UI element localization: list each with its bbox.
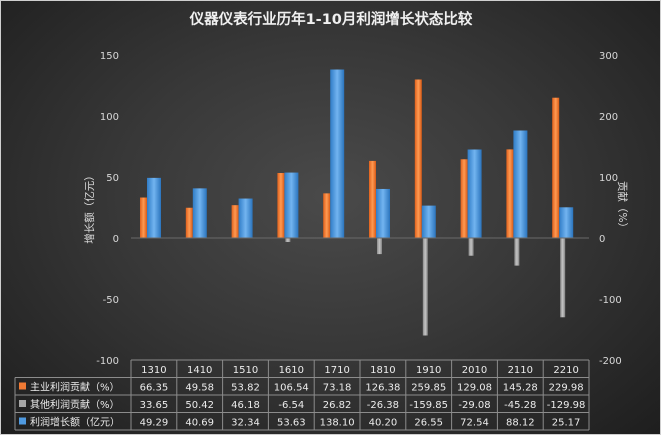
right-axis-ticks: -200 -100 0 100 200 300 [599, 51, 622, 367]
bar-main-profit [140, 197, 147, 238]
bar-profit-growth [330, 69, 345, 238]
table-value-cell: 32.34 [231, 418, 260, 429]
right-tick-label: 100 [599, 173, 618, 184]
table-header-cell: 1910 [416, 365, 441, 376]
bar-other-profit [468, 238, 474, 256]
right-tick-label: -200 [599, 356, 622, 367]
table-value-cell: -159.85 [409, 400, 448, 411]
table-header-cell: 2210 [553, 365, 578, 376]
legend-swatch [19, 417, 26, 425]
table-value-cell: 73.18 [323, 383, 352, 394]
table-value-cell: 49.29 [140, 418, 169, 429]
bar-profit-growth [192, 188, 207, 238]
table-header-cell: 1710 [324, 365, 349, 376]
table-value-cell: 106.54 [274, 383, 309, 394]
bar-profit-growth [284, 172, 299, 238]
chart-title: 仪器仪表行业历年1-10月利润增长状态比较 [189, 10, 473, 28]
table-value-cell: 40.69 [185, 418, 214, 429]
table-value-cell: 129.08 [457, 383, 492, 394]
table-value-cell: 229.98 [549, 383, 584, 394]
bar-profit-growth [559, 207, 574, 238]
legend-label: 主业利润贡献（%） [30, 381, 120, 394]
table-value-cell: 138.10 [320, 418, 355, 429]
bars [131, 69, 589, 336]
left-tick-label: 0 [113, 234, 119, 245]
table-value-cell: 53.82 [231, 383, 260, 394]
left-tick-label: 100 [100, 112, 119, 123]
table-header-cell: 1510 [233, 365, 258, 376]
table-value-cell: -26.38 [367, 400, 399, 411]
table-value-cell: 53.63 [277, 418, 306, 429]
left-tick-label: -100 [96, 356, 119, 367]
bar-profit-growth [147, 177, 161, 238]
bar-profit-growth [513, 130, 528, 238]
left-axis-ticks: -100 -50 0 50 100 150 [96, 51, 119, 367]
table-value-cell: 49.58 [185, 383, 214, 394]
bar-other-profit [514, 238, 520, 266]
table-header-cell: 1310 [141, 365, 166, 376]
bar-profit-growth [376, 188, 390, 238]
table-header-cell: 2110 [508, 365, 533, 376]
bar-main-profit [277, 173, 285, 238]
bar-other-profit [422, 238, 428, 336]
bar-main-profit [323, 193, 331, 238]
legend-swatch [19, 400, 26, 407]
bar-main-profit [552, 97, 560, 239]
bar-other-profit [560, 238, 566, 318]
left-tick-label: -50 [103, 295, 119, 306]
data-table: 1310 1410 1510 1610 1710 1810 1910 2010 2110 2210… [14, 359, 590, 431]
legend-label: 其他利润贡献（%） [30, 398, 120, 411]
bar-main-profit [185, 207, 193, 238]
table-header-cell: 1810 [370, 365, 395, 376]
bar-other-profit [377, 238, 382, 255]
table-header-cell: 1610 [279, 365, 304, 376]
table-value-cell: 26.82 [323, 400, 352, 411]
bar-main-profit [414, 79, 422, 238]
table-header-cell: 1410 [187, 365, 212, 376]
bar-other-profit [285, 238, 291, 242]
table-value-cell: 26.55 [414, 418, 443, 429]
table-value-cell: 25.17 [552, 418, 581, 429]
y2-axis-label: 贡献（%） [616, 181, 629, 233]
bar-main-profit [369, 160, 376, 238]
bar-main-profit [460, 159, 468, 238]
y-axis-label: 增长额（亿元） [83, 170, 96, 244]
legend-label: 利润增长额（亿元） [30, 416, 120, 429]
left-tick-label: 150 [100, 51, 119, 62]
table-value-cell: 259.85 [411, 383, 446, 394]
table-value-cell: -29.08 [458, 400, 490, 411]
right-tick-label: -100 [599, 295, 622, 306]
table-value-cell: 66.35 [140, 383, 169, 394]
bar-profit-growth [467, 149, 482, 238]
table-value-cell: -6.54 [278, 400, 304, 411]
table-value-cell: 88.12 [506, 418, 535, 429]
table-value-cell: -129.98 [547, 400, 586, 411]
table-value-cell: 145.28 [503, 383, 538, 394]
right-tick-label: 200 [599, 112, 618, 123]
table-value-cell: 72.54 [460, 418, 489, 429]
table-value-cell: 40.20 [369, 418, 398, 429]
table-value-cell: 46.18 [231, 400, 260, 411]
table-value-cell: 50.42 [185, 400, 214, 411]
table-value-cell: 126.38 [365, 383, 400, 394]
left-tick-label: 50 [106, 173, 119, 184]
legend-swatch [19, 382, 26, 390]
bar-main-profit [506, 149, 514, 238]
right-tick-label: 300 [599, 51, 618, 62]
bar-main-profit [231, 205, 239, 238]
table-value-cell: 33.65 [140, 400, 169, 411]
table-header-cell: 2010 [462, 365, 487, 376]
bar-profit-growth [238, 198, 253, 238]
table-value-cell: -45.28 [504, 400, 536, 411]
bar-profit-growth [421, 205, 436, 238]
right-tick-label: 0 [599, 234, 605, 245]
